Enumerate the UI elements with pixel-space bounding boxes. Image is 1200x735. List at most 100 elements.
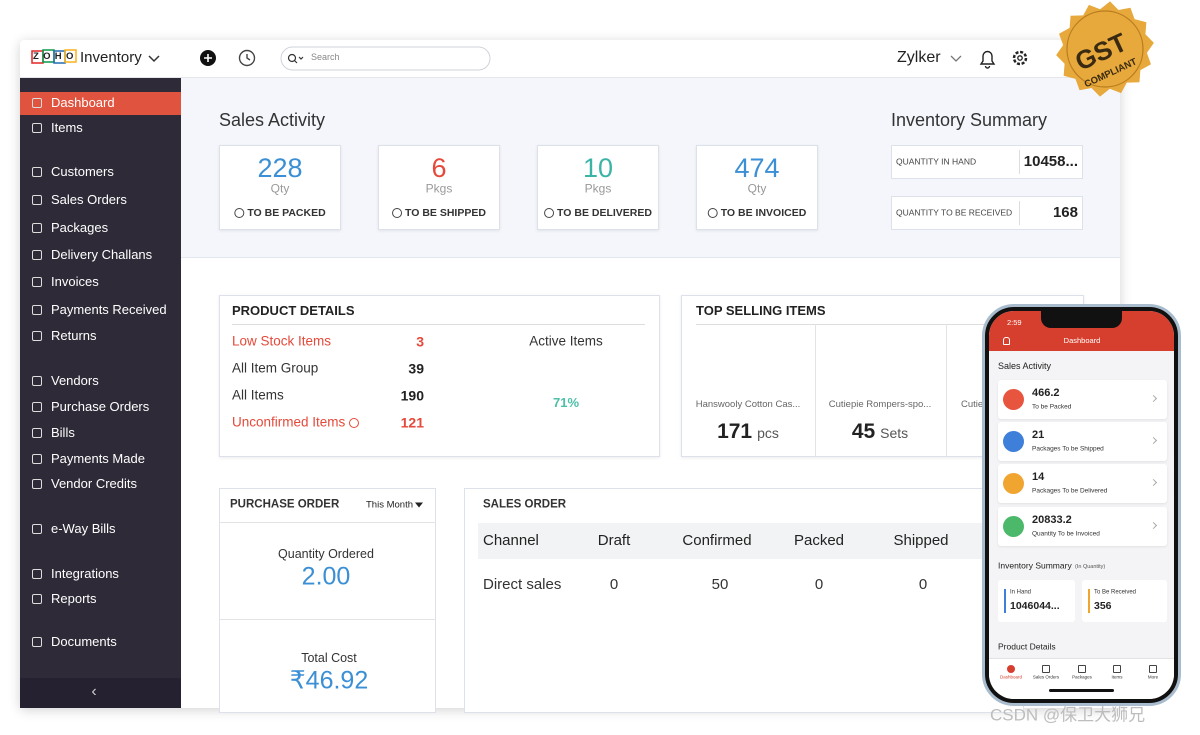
activity-value: 10 xyxy=(582,153,614,184)
po-value: ₹46.92 xyxy=(289,666,369,695)
app-chevron[interactable] xyxy=(148,55,160,63)
search-box[interactable] xyxy=(280,46,491,71)
phone-tab[interactable]: Packages xyxy=(1072,674,1092,680)
phone-card-value: 21 xyxy=(1032,428,1045,441)
search-glass-handle xyxy=(294,56,304,64)
history-icon[interactable] xyxy=(238,49,256,67)
activity-label-icon xyxy=(707,208,718,218)
activity-label-icon xyxy=(234,208,245,218)
nav-icon xyxy=(32,637,42,647)
table-header: Shipped xyxy=(893,531,949,549)
table-cell: 50 xyxy=(711,575,729,593)
table-cell: 0 xyxy=(609,575,619,593)
nav-item[interactable]: Documents xyxy=(51,633,117,649)
phone-card-label: Packages To be Delivered xyxy=(1032,487,1108,495)
org-name[interactable]: Zylker xyxy=(897,49,941,67)
summary-value: 10458... xyxy=(1023,152,1078,170)
phone-card-value: 20833.2 xyxy=(1032,513,1072,526)
sidebar-collapse[interactable]: ‹ xyxy=(91,683,97,701)
table-header: Packed xyxy=(793,531,845,549)
nav-icon xyxy=(32,524,42,534)
item-divider xyxy=(815,324,816,457)
panel-title: PRODUCT DETAILS xyxy=(232,302,355,318)
org-chevron[interactable] xyxy=(950,55,962,62)
nav-item[interactable]: Vendor Credits xyxy=(51,475,137,491)
history-hands xyxy=(246,54,251,61)
nav-item[interactable]: Sales Orders xyxy=(51,191,127,207)
nav-item[interactable]: Dashboard xyxy=(51,94,115,110)
period-caret xyxy=(415,502,423,508)
activity-label-row: TO BE PACKED xyxy=(234,207,326,219)
nav-icon xyxy=(32,428,42,438)
add-plus xyxy=(204,54,212,62)
phone-title: Dashboard xyxy=(1063,335,1101,345)
phone-card-label: Packages To be Shipped xyxy=(1032,445,1104,453)
nav-item[interactable]: Customers xyxy=(51,163,114,179)
summary-divider xyxy=(1019,201,1020,225)
period-label: This Month xyxy=(366,499,413,511)
detail-label[interactable]: Unconfirmed Items xyxy=(232,414,346,430)
phone-tab[interactable]: Dashboard xyxy=(999,674,1023,680)
nav-icon xyxy=(32,594,42,604)
logo-box xyxy=(64,49,77,63)
nav-item[interactable]: Vendors xyxy=(51,372,99,388)
nav-item[interactable]: Returns xyxy=(51,327,97,343)
sidebar-collapse-bar[interactable] xyxy=(20,678,181,708)
activity-label-row: TO BE INVOICED xyxy=(707,207,806,219)
activity-label: TO BE DELIVERED xyxy=(557,207,652,219)
po-value: 2.00 xyxy=(301,562,351,591)
panel xyxy=(219,295,660,457)
detail-label[interactable]: All Items xyxy=(232,387,284,403)
activity-unit: Qty xyxy=(270,181,290,196)
phone-summary-value: 1046044... xyxy=(1010,600,1060,613)
nav-item[interactable]: Packages xyxy=(51,219,109,235)
table-header-band xyxy=(478,523,1018,559)
nav-item[interactable]: Purchase Orders xyxy=(51,398,150,414)
activity-label: TO BE SHIPPED xyxy=(405,207,486,219)
nav-item[interactable]: Payments Made xyxy=(51,450,145,466)
nav-item[interactable]: Payments Received xyxy=(51,301,167,317)
phone-details-title: Product Details xyxy=(998,641,1056,652)
activity-value: 474 xyxy=(734,153,780,184)
nav-item[interactable]: Integrations xyxy=(51,565,119,581)
po-label: Quantity Ordered xyxy=(278,547,374,562)
phone-tab-icon xyxy=(1078,665,1086,673)
phone-card xyxy=(998,507,1167,546)
phone-home-indicator xyxy=(1049,689,1114,692)
donut-label: 71% xyxy=(552,394,580,410)
nav-icon xyxy=(32,454,42,464)
panel-rule xyxy=(219,522,436,523)
period-select[interactable]: This Month xyxy=(366,500,423,511)
nav-item[interactable]: Items xyxy=(51,119,83,135)
nav-item[interactable]: e-Way Bills xyxy=(51,520,116,536)
phone-tab-icon xyxy=(1149,665,1157,673)
phone-tab-icon xyxy=(1042,665,1050,673)
nav-item[interactable]: Delivery Challans xyxy=(51,246,153,262)
activity-label-icon xyxy=(544,208,555,218)
detail-label[interactable]: Low Stock Items xyxy=(232,333,332,349)
topbar-icons xyxy=(31,46,1028,71)
nav-item[interactable]: Bills xyxy=(51,424,75,440)
item-name: Hanswooly Cotton Cas... xyxy=(695,398,801,410)
settings-icon[interactable] xyxy=(1012,50,1028,66)
nav-item[interactable]: Reports xyxy=(51,590,97,606)
search-placeholder: Search xyxy=(311,52,340,63)
phone-tab[interactable]: Sales Orders xyxy=(1032,674,1060,680)
active-nav[interactable] xyxy=(20,92,181,115)
panel-rule xyxy=(232,324,645,325)
phone-tab[interactable]: Items xyxy=(1111,674,1123,680)
section-title: Inventory Summary xyxy=(891,110,1048,131)
gst-badge xyxy=(1056,1,1154,97)
nav-item[interactable]: Invoices xyxy=(51,273,99,289)
po-label: Total Cost xyxy=(301,651,357,666)
bell-icon[interactable] xyxy=(979,50,996,69)
phone-card-label: To be Packed xyxy=(1032,403,1072,411)
activity-value: 6 xyxy=(431,153,447,184)
detail-label[interactable]: All Item Group xyxy=(232,360,319,376)
nav-icon xyxy=(32,479,42,489)
sidebar xyxy=(20,78,181,708)
phone-card-label: Quantity To be Invoiced xyxy=(1032,530,1100,538)
app-name[interactable]: Inventory xyxy=(80,48,142,66)
nav-icon xyxy=(32,98,42,108)
phone-tab[interactable]: More xyxy=(1147,674,1159,680)
